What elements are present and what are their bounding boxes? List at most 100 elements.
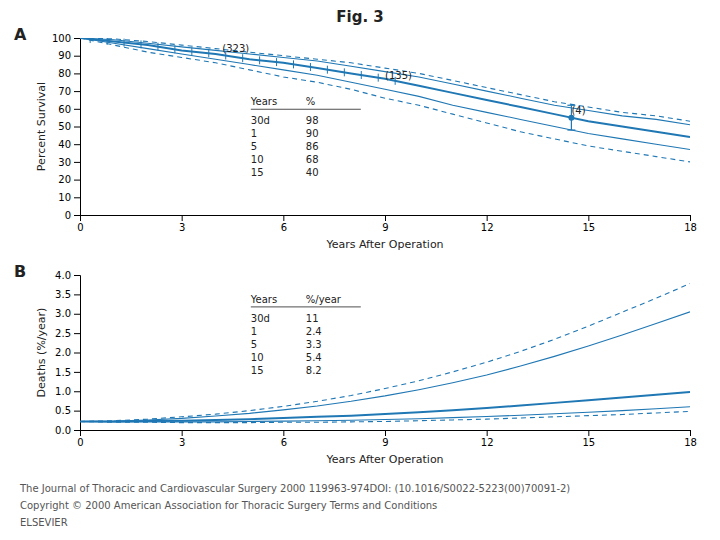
tick-marker — [276, 58, 277, 66]
table-cell: 8.2 — [306, 365, 322, 376]
table-cell: 30d — [251, 115, 270, 126]
x-tick: 0 — [77, 430, 83, 448]
x-tick: 12 — [481, 430, 494, 448]
x-tick-label: 9 — [382, 437, 388, 448]
x-tick-mark — [182, 430, 183, 436]
x-tick-mark — [588, 430, 589, 436]
x-tick-label: 12 — [481, 222, 494, 233]
y-tick-mark — [74, 127, 80, 128]
table-cell: 15 — [251, 365, 264, 376]
plot-area — [80, 38, 690, 162]
y-tick: 1.5 — [55, 367, 80, 378]
x-tick-label: 0 — [77, 222, 83, 233]
tick-marker — [107, 38, 108, 45]
x-tick-label: 18 — [684, 222, 697, 233]
table-cell: 5 — [251, 339, 257, 350]
y-tick: 80 — [58, 68, 80, 79]
y-tick-mark — [74, 38, 80, 39]
y-tick-label: 3.5 — [55, 289, 71, 300]
tick-marker — [293, 60, 294, 68]
footer-text: The Journal of Thoracic and Cardiovascul… — [19, 483, 570, 494]
y-tick-label: 100 — [52, 33, 71, 44]
x-axis: 0369121518 — [77, 430, 697, 448]
x-axis-line — [81, 431, 691, 437]
x-tick-mark — [385, 430, 386, 436]
y-tick-label: 4.0 — [55, 270, 71, 281]
dashed-line — [80, 38, 690, 162]
x-axis: 0369121518 — [77, 215, 697, 233]
x-tick-label: 15 — [582, 437, 595, 448]
y-tick: 2.0 — [55, 347, 80, 358]
table-cell: 2.4 — [306, 326, 322, 337]
tick-marker — [191, 47, 192, 55]
tick-marker — [174, 45, 175, 53]
error-bar-cap — [567, 129, 575, 130]
y-axis-title: Deaths (%/year) — [35, 308, 48, 398]
y-tick-label: 2.5 — [55, 328, 71, 339]
table-header: Years — [250, 96, 277, 107]
y-tick-mark — [74, 411, 80, 412]
dashed-line — [80, 38, 690, 121]
x-tick-label: 12 — [481, 437, 494, 448]
y-tick-mark — [74, 391, 80, 392]
panel: 03691215180.00.51.01.52.02.53.03.54.0Yea… — [14, 262, 697, 466]
x-tick: 3 — [179, 215, 185, 233]
y-tick-label: 0.5 — [55, 405, 71, 416]
table: Years%/year30d1112.453.3105.4158.2 — [250, 294, 361, 376]
y-tick-mark — [74, 144, 80, 145]
table-cell: 11 — [306, 313, 319, 324]
table-cell: 10 — [251, 352, 264, 363]
y-tick-label: 0.0 — [55, 425, 71, 436]
y-tick: 30 — [58, 157, 80, 168]
y-tick-mark — [74, 372, 80, 373]
tick-marker — [141, 40, 142, 48]
x-tick: 18 — [684, 215, 697, 233]
x-tick-label: 15 — [582, 222, 595, 233]
x-tick-mark — [487, 430, 488, 436]
x-tick: 9 — [382, 215, 388, 233]
tick-marker — [124, 39, 125, 47]
tick-marker — [361, 71, 362, 79]
y-tick-label: 1.5 — [55, 367, 71, 378]
table-rule — [251, 109, 361, 110]
tick-marker — [259, 56, 260, 64]
tick-marker — [310, 63, 311, 71]
table-cell: 98 — [306, 115, 319, 126]
y-axis: 0.0 0.5 1.0 1.5 2.0 2.5 3.0 3.5 4.0 — [55, 270, 80, 436]
tick-marker — [378, 74, 379, 82]
table-cell: 30d — [251, 313, 270, 324]
x-tick: 12 — [481, 215, 494, 233]
x-tick: 6 — [281, 430, 287, 448]
y-axis-title: Percent Survival — [35, 82, 48, 171]
y-tick: 0.5 — [55, 405, 80, 416]
y-tick-label: 2.0 — [55, 347, 71, 358]
y-tick-label: 3.0 — [55, 308, 71, 319]
y-tick-label: 1.0 — [55, 386, 71, 397]
y-tick-label: 60 — [58, 104, 71, 115]
dashed-line — [80, 411, 690, 422]
y-axis-line — [74, 276, 81, 431]
dashed-line — [80, 284, 690, 422]
tick-marker — [157, 43, 158, 51]
y-tick-mark — [74, 353, 80, 354]
y-tick: 1.0 — [55, 386, 80, 397]
annotation: (323) — [222, 43, 249, 54]
x-axis-title: Years After Operation — [325, 453, 443, 466]
x-tick-mark — [283, 215, 284, 221]
y-tick-mark — [74, 215, 80, 216]
y-tick-mark — [74, 109, 80, 110]
table-header: % — [306, 96, 316, 107]
y-tick-label: 70 — [58, 86, 71, 97]
y-tick-mark — [74, 73, 80, 74]
y-tick: 0.0 — [55, 425, 80, 436]
table-cell: 86 — [306, 141, 319, 152]
x-tick-mark — [588, 215, 589, 221]
panel-label: A — [14, 25, 27, 44]
y-tick-label: 20 — [58, 174, 71, 185]
y-tick-label: 10 — [58, 192, 71, 203]
y-tick-label: 0 — [65, 210, 71, 221]
x-axis-line — [81, 216, 691, 222]
table-cell: 5.4 — [306, 352, 322, 363]
chart-title: Fig. 3 — [336, 8, 383, 26]
y-tick: 0 — [65, 210, 80, 221]
